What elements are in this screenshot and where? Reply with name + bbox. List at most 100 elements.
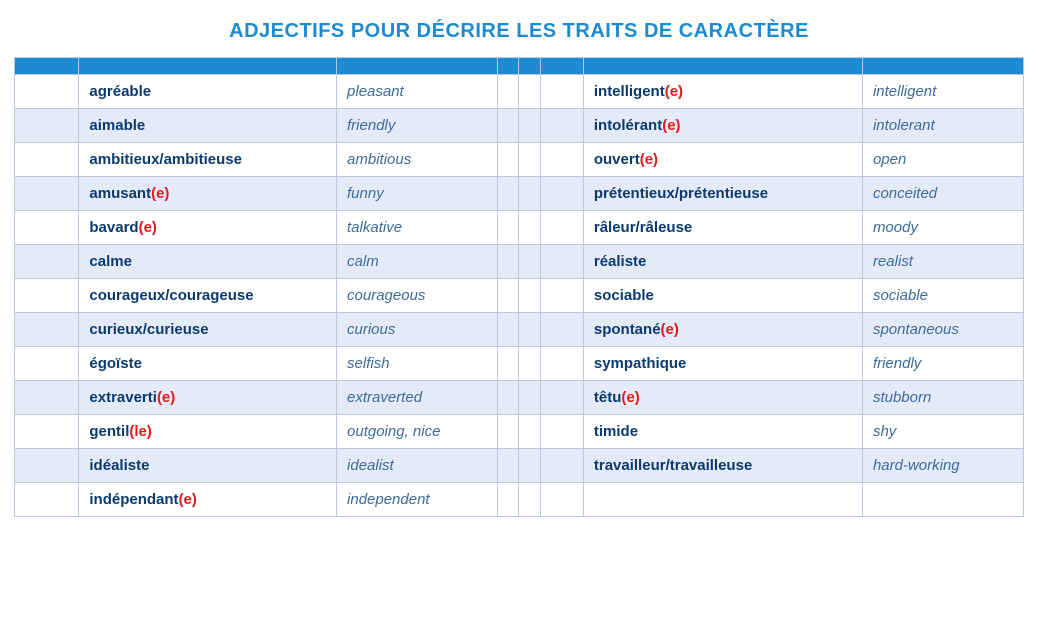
right-french: timide <box>583 415 862 449</box>
feminine-marker: (e) <box>151 185 169 202</box>
table-header-row <box>15 58 1024 75</box>
left-english: curious <box>337 313 498 347</box>
right-english: intelligent <box>862 75 1023 109</box>
gap-cell <box>498 245 519 279</box>
left-spacer <box>15 245 79 279</box>
english-text: talkative <box>347 219 402 236</box>
adjectives-table: agréablepleasantintelligent(e)intelligen… <box>14 57 1024 517</box>
right-spacer <box>540 75 583 109</box>
french-base: extraverti <box>89 389 157 406</box>
french-base: aimable <box>89 117 145 134</box>
gap-cell <box>498 211 519 245</box>
table-row: indépendant(e)independent <box>15 483 1024 517</box>
right-english: moody <box>862 211 1023 245</box>
french-base: idéaliste <box>89 457 149 474</box>
english-text: intolerant <box>873 117 935 134</box>
right-spacer <box>540 211 583 245</box>
english-text: calm <box>347 253 379 270</box>
table-row: bavard(e) talkative râleur/râleusemoody <box>15 211 1024 245</box>
right-french: prétentieux/prétentieuse <box>583 177 862 211</box>
left-spacer <box>15 143 79 177</box>
right-spacer <box>540 245 583 279</box>
french-base: intelligent <box>594 83 665 100</box>
french-base: prétentieux/prétentieuse <box>594 185 768 202</box>
feminine-marker: (e) <box>665 83 683 100</box>
english-text: intelligent <box>873 83 936 100</box>
right-french: sociable <box>583 279 862 313</box>
french-base: sociable <box>594 287 654 304</box>
left-english: courageous <box>337 279 498 313</box>
page-title: ADJECTIFS POUR DÉCRIRE LES TRAITS DE CAR… <box>14 20 1024 43</box>
left-spacer <box>15 279 79 313</box>
english-text: realist <box>873 253 913 270</box>
table-row: curieux/curieusecurious spontané(e)sponta… <box>15 313 1024 347</box>
table-row: courageux/courageusecourageoussociableso… <box>15 279 1024 313</box>
english-text: funny <box>347 185 384 202</box>
english-text: friendly <box>873 355 921 372</box>
french-base: amusant <box>89 185 151 202</box>
right-spacer <box>540 177 583 211</box>
english-text: shy <box>873 423 896 440</box>
left-english: calm <box>337 245 498 279</box>
left-spacer <box>15 381 79 415</box>
left-english: selfish <box>337 347 498 381</box>
left-french: curieux/curieuse <box>79 313 337 347</box>
right-french: ouvert(e) <box>583 143 862 177</box>
left-english: funny <box>337 177 498 211</box>
english-text: open <box>873 151 906 168</box>
right-french <box>583 483 862 517</box>
feminine-marker: (e) <box>640 151 658 168</box>
gap-cell <box>498 313 519 347</box>
left-french: bavard(e) <box>79 211 337 245</box>
table-row: ambitieux/ambitieuse ambitious ouvert(e) op… <box>15 143 1024 177</box>
english-text: pleasant <box>347 83 404 100</box>
right-spacer <box>540 279 583 313</box>
right-french: spontané(e) <box>583 313 862 347</box>
table-body: agréablepleasantintelligent(e)intelligen… <box>15 75 1024 517</box>
gap-cell <box>519 245 540 279</box>
feminine-marker: (e) <box>621 389 639 406</box>
left-spacer <box>15 75 79 109</box>
table-row: extraverti(e)extravertedtêtu(e)stubborn <box>15 381 1024 415</box>
left-english: idealist <box>337 449 498 483</box>
right-spacer <box>540 109 583 143</box>
right-french: sympathique <box>583 347 862 381</box>
gap-cell <box>519 449 540 483</box>
left-spacer <box>15 415 79 449</box>
gap-cell <box>519 211 540 245</box>
right-english: open <box>862 143 1023 177</box>
left-english: friendly <box>337 109 498 143</box>
english-text: ambitious <box>347 151 411 168</box>
english-text: hard-working <box>873 457 960 474</box>
left-french: aimable <box>79 109 337 143</box>
english-text: independent <box>347 491 430 508</box>
right-spacer <box>540 347 583 381</box>
french-base: ambitieux/ambitieuse <box>89 151 242 168</box>
gap-cell <box>519 381 540 415</box>
right-english: realist <box>862 245 1023 279</box>
gap-cell <box>498 483 519 517</box>
gap-cell <box>519 313 540 347</box>
right-english: spontaneous <box>862 313 1023 347</box>
gap-cell <box>498 381 519 415</box>
gap-cell <box>498 143 519 177</box>
right-spacer <box>540 381 583 415</box>
table-row: égoïsteselfishsympathiquefriendly <box>15 347 1024 381</box>
left-english: outgoing, nice <box>337 415 498 449</box>
left-spacer <box>15 211 79 245</box>
gap-cell <box>519 177 540 211</box>
feminine-marker: (e) <box>157 389 175 406</box>
gap-cell <box>519 279 540 313</box>
right-spacer <box>540 449 583 483</box>
left-spacer <box>15 449 79 483</box>
gap-cell <box>498 449 519 483</box>
gap-cell <box>519 415 540 449</box>
right-spacer <box>540 313 583 347</box>
gap-cell <box>498 75 519 109</box>
right-french: râleur/râleuse <box>583 211 862 245</box>
left-english: ambitious <box>337 143 498 177</box>
left-spacer <box>15 313 79 347</box>
right-english: hard-working <box>862 449 1023 483</box>
gap-cell <box>519 109 540 143</box>
left-spacer <box>15 109 79 143</box>
